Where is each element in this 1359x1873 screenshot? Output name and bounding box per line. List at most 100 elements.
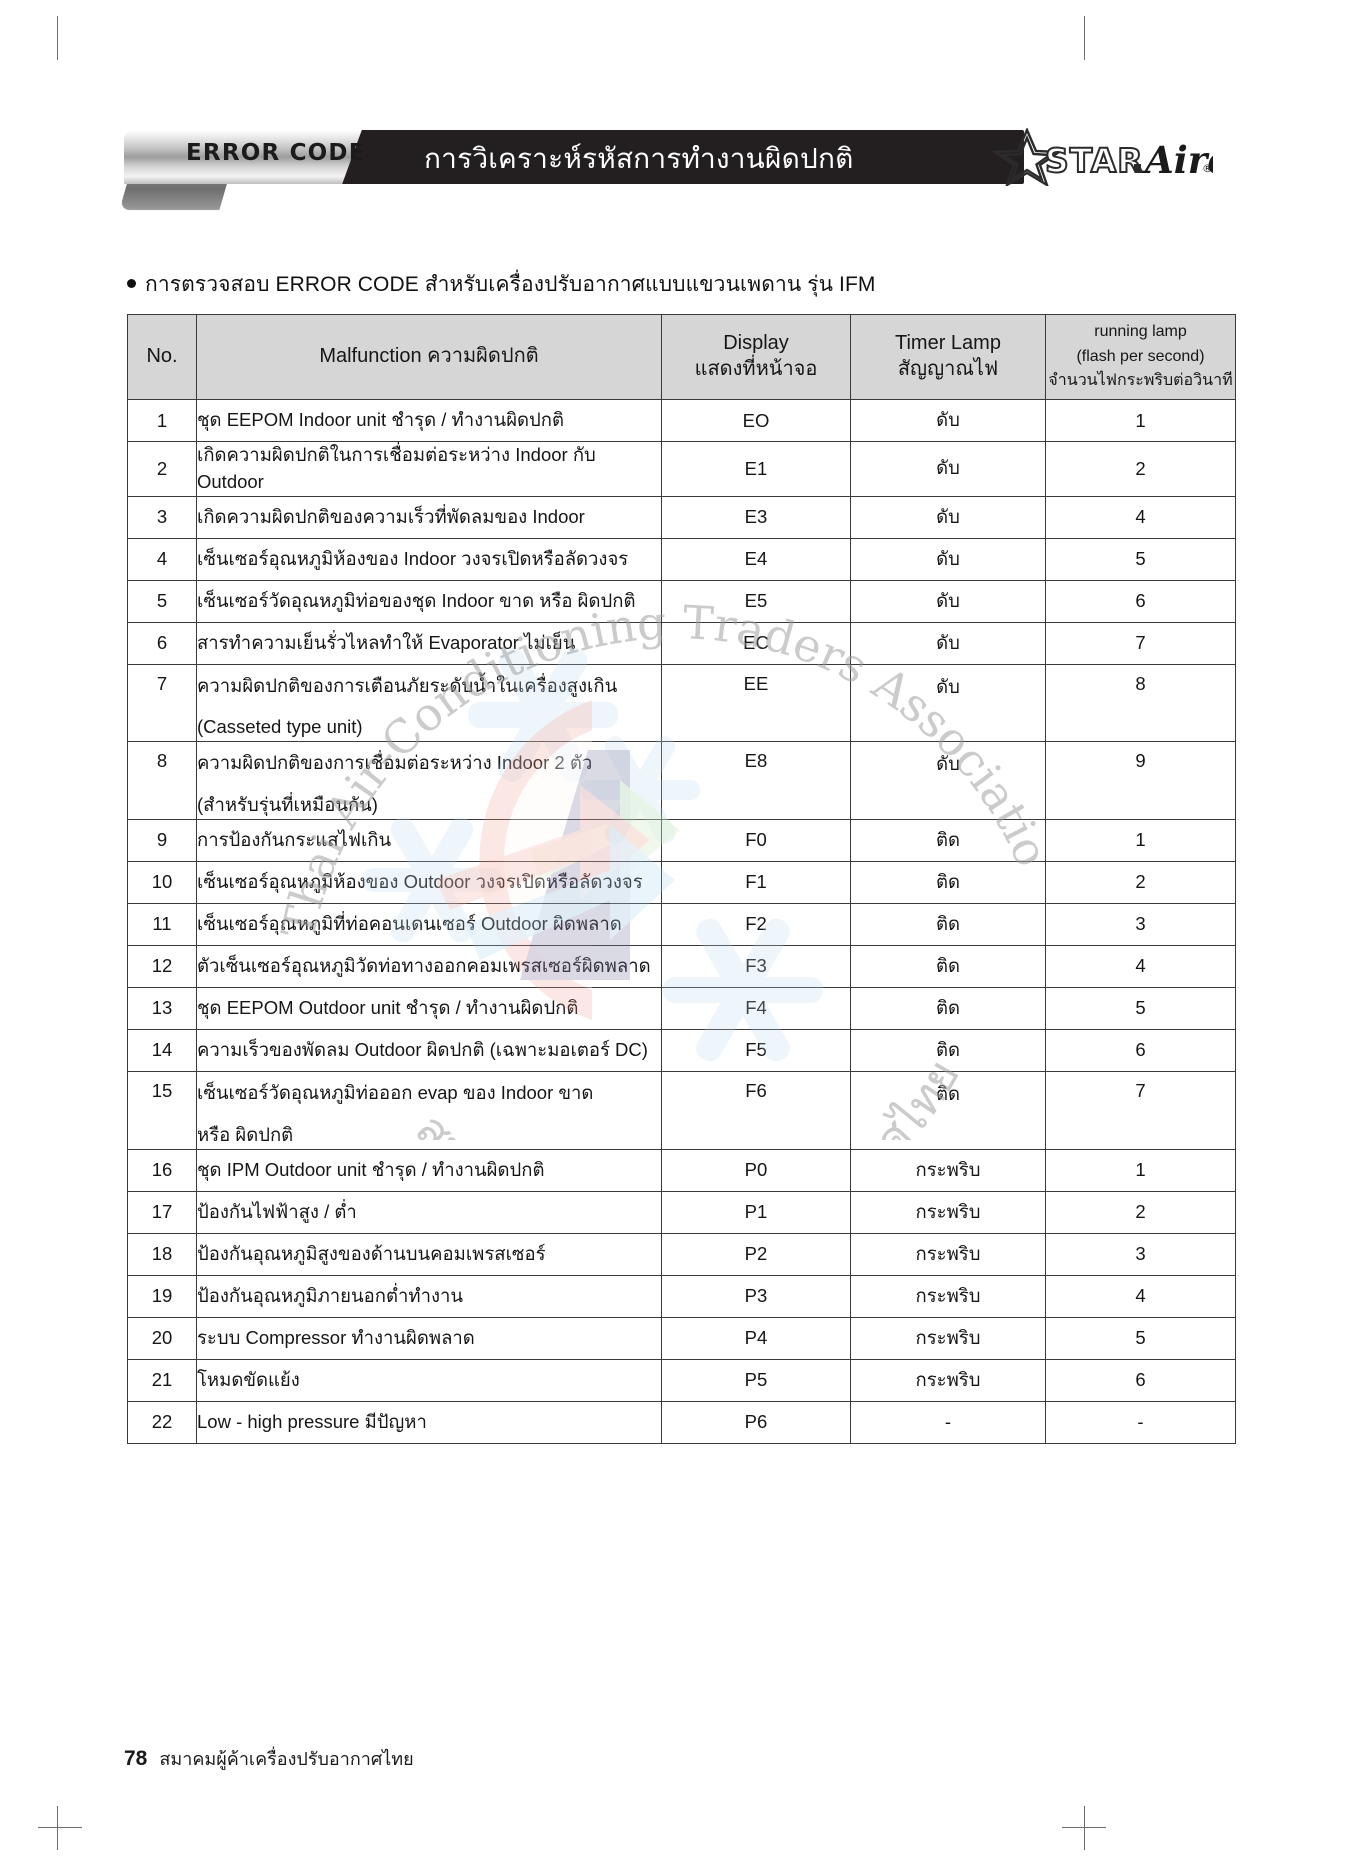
cell-running-lamp: 5	[1045, 1316, 1236, 1360]
cell-timer-lamp: ดับ	[850, 621, 1046, 665]
cell-no: 15	[127, 1070, 197, 1150]
table-row: 15 เซ็นเซอร์วัดอุณหภูมิท่อออก evap ของ In…	[127, 1070, 1236, 1150]
cell-no: 17	[127, 1190, 197, 1234]
cell-no: 5	[127, 579, 197, 623]
cell-malfunction-line1: ชุด EEPOM Indoor unit ชำรุด / ทำงานผิดปก…	[197, 409, 565, 431]
cell-timer-lamp: ดับ	[850, 537, 1046, 581]
cell-no: 14	[127, 1028, 197, 1072]
cell-malfunction-line2: หรือ ผิดปกติ	[197, 1123, 294, 1145]
table-row: 13 ชุด EEPOM Outdoor unit ชำรุด / ทำงานผิ…	[127, 986, 1236, 1030]
cell-no: 12	[127, 944, 197, 988]
cell-no: 10	[127, 860, 197, 904]
cell-timer-lamp: กระพริบ	[850, 1232, 1046, 1276]
crop-mark-top-right	[1084, 16, 1085, 60]
column-header-display-line1: Display	[723, 332, 789, 355]
crop-mark-bottom-left	[57, 1806, 58, 1850]
cell-malfunction: เซ็นเซอร์อุณหภูมิที่ท่อคอนเดนเซอร์ Outdo…	[196, 902, 662, 946]
cell-display-code: EE	[661, 663, 851, 743]
cell-running-lamp: 9	[1045, 741, 1236, 820]
table-row: 20 ระบบ Compressor ทำงานผิดพลาด P4 กระพริบ 5	[127, 1316, 1236, 1360]
cell-no: 8	[127, 741, 197, 820]
cell-timer-lamp: ดับ	[850, 441, 1046, 497]
cell-no: 7	[127, 663, 197, 743]
cell-malfunction: การป้องกันกระแสไฟเกิน	[196, 818, 662, 862]
page-footer: 78 สมาคมผู้ค้าเครื่องปรับอากาศไทย	[124, 1744, 414, 1773]
cell-no: 6	[127, 621, 197, 665]
cell-timer-lamp: ดับ	[850, 579, 1046, 623]
cell-malfunction: ตัวเซ็นเซอร์อุณหภูมิวัดท่อทางออกคอมเพรสเ…	[196, 944, 662, 988]
cell-display-code: E5	[661, 579, 851, 623]
cell-running-lamp: 1	[1045, 399, 1236, 442]
cell-display-code: E8	[661, 741, 851, 820]
cell-malfunction-line1: ป้องกันอุณหภูมิสูงของด้านบนคอมเพรสเซอร์	[197, 1242, 546, 1264]
table-row: 17 ป้องกันไฟฟ้าสูง / ต่ำ P1 กระพริบ 2	[127, 1190, 1236, 1234]
cell-malfunction: ชุด EEPOM Outdoor unit ชำรุด / ทำงานผิดป…	[196, 986, 662, 1030]
error-code-table: No. Malfunction ความผิดปกติ Display แสดง…	[127, 314, 1236, 1444]
cell-no: 11	[127, 902, 197, 946]
table-row: 9 การป้องกันกระแสไฟเกิน F0 ติด 1	[127, 818, 1236, 862]
cell-malfunction-line1: Low - high pressure มีปัญหา	[197, 1410, 427, 1432]
cell-timer-lamp: ดับ	[850, 495, 1046, 539]
logo-wordmark-star: STAR	[1044, 140, 1144, 181]
table-row: 3 เกิดความผิดปกติของความเร็วที่พัดลมของ I…	[127, 495, 1236, 539]
cell-timer-lamp: กระพริบ	[850, 1148, 1046, 1192]
cell-timer-lamp: กระพริบ	[850, 1316, 1046, 1360]
cell-malfunction: ป้องกันไฟฟ้าสูง / ต่ำ	[196, 1190, 662, 1234]
logo-hyphen	[1134, 164, 1141, 171]
cell-running-lamp: 1	[1045, 1148, 1236, 1192]
crop-mark-top-left	[57, 16, 58, 60]
cell-timer-lamp: ติด	[850, 902, 1046, 946]
cell-malfunction-line1: ป้องกันอุณหภูมิภายนอกต่ำทำงาน	[197, 1284, 464, 1306]
cell-no: 20	[127, 1316, 197, 1360]
cell-display-code: F2	[661, 902, 851, 946]
cell-display-code: P4	[661, 1316, 851, 1360]
section-heading: การตรวจสอบ ERROR CODE สำหรับเครื่องปรับอ…	[127, 268, 875, 301]
cell-malfunction-line1: เกิดความผิดปกติของความเร็วที่พัดลมของ In…	[197, 505, 585, 527]
cell-display-code: EO	[661, 399, 851, 442]
column-header-timer-lamp: Timer Lamp สัญญาณไฟ	[850, 314, 1046, 400]
cell-display-code: P0	[661, 1148, 851, 1192]
cell-running-lamp: 2	[1045, 441, 1236, 497]
cell-malfunction: เซ็นเซอร์อุณหภูมิห้องของ Indoor วงจรเปิด…	[196, 537, 662, 581]
logo-registered-mark: ®	[1202, 162, 1213, 175]
cell-timer-lamp: ติด	[850, 986, 1046, 1030]
cell-malfunction: เกิดความผิดปกติของความเร็วที่พัดลมของ In…	[196, 495, 662, 539]
cell-no: 18	[127, 1232, 197, 1276]
cell-running-lamp: 7	[1045, 621, 1236, 665]
cell-running-lamp: 1	[1045, 818, 1236, 862]
star-aire-logo-svg: STAR Aire ®	[991, 126, 1231, 188]
column-header-timer-line2: สัญญาณไฟ	[897, 358, 999, 380]
cell-running-lamp: 3	[1045, 902, 1236, 946]
cell-display-code: F6	[661, 1070, 851, 1150]
cell-malfunction: เซ็นเซอร์วัดอุณหภูมิท่อออก evap ของ Indo…	[196, 1070, 662, 1150]
cell-malfunction: ชุด IPM Outdoor unit ชำรุด / ทำงานผิดปกต…	[196, 1148, 662, 1192]
cell-malfunction-line1: ความผิดปกติของการเตือนภัยระดับน้ำในเครื่…	[197, 674, 618, 696]
cell-malfunction-line1: เซ็นเซอร์วัดอุณหภูมิท่อออก evap ของ Indo…	[197, 1081, 594, 1103]
cell-display-code: P6	[661, 1400, 851, 1444]
cell-running-lamp: 6	[1045, 579, 1236, 623]
crop-mark-bottom-right-h	[1062, 1827, 1106, 1828]
cell-malfunction-line2: (Casseted type unit)	[197, 716, 363, 738]
cell-running-lamp: 6	[1045, 1358, 1236, 1402]
cell-timer-lamp: ดับ	[850, 399, 1046, 442]
banner-title-th: การวิเคราะห์รหัสการทำงานผิดปกติ	[424, 143, 854, 174]
cell-timer-lamp: ดับ	[850, 663, 1046, 743]
cell-display-code: P3	[661, 1274, 851, 1318]
table-row: 6 สารทำความเย็นรั่วไหลทำให้ Evaporator ไม…	[127, 621, 1236, 665]
cell-display-code: E3	[661, 495, 851, 539]
crop-mark-bottom-left-h	[38, 1827, 82, 1828]
cell-malfunction-line1: ป้องกันไฟฟ้าสูง / ต่ำ	[197, 1200, 357, 1222]
cell-running-lamp: 2	[1045, 860, 1236, 904]
cell-running-lamp: 2	[1045, 1190, 1236, 1234]
cell-running-lamp: 4	[1045, 944, 1236, 988]
cell-no: 3	[127, 495, 197, 539]
cell-no: 22	[127, 1400, 197, 1444]
table-row: 1 ชุด EEPOM Indoor unit ชำรุด / ทำงานผิดป…	[127, 399, 1236, 442]
table-row: 12 ตัวเซ็นเซอร์อุณหภูมิวัดท่อทางออกคอมเพร…	[127, 944, 1236, 988]
cell-running-lamp: 5	[1045, 986, 1236, 1030]
table-row: 16 ชุด IPM Outdoor unit ชำรุด / ทำงานผิดป…	[127, 1148, 1236, 1192]
cell-malfunction-line1: ความผิดปกติของการเชื่อมต่อระหว่าง Indoor…	[197, 752, 593, 774]
cell-timer-lamp: กระพริบ	[850, 1190, 1046, 1234]
cell-malfunction: ระบบ Compressor ทำงานผิดพลาด	[196, 1316, 662, 1360]
cell-no: 2	[127, 441, 197, 497]
